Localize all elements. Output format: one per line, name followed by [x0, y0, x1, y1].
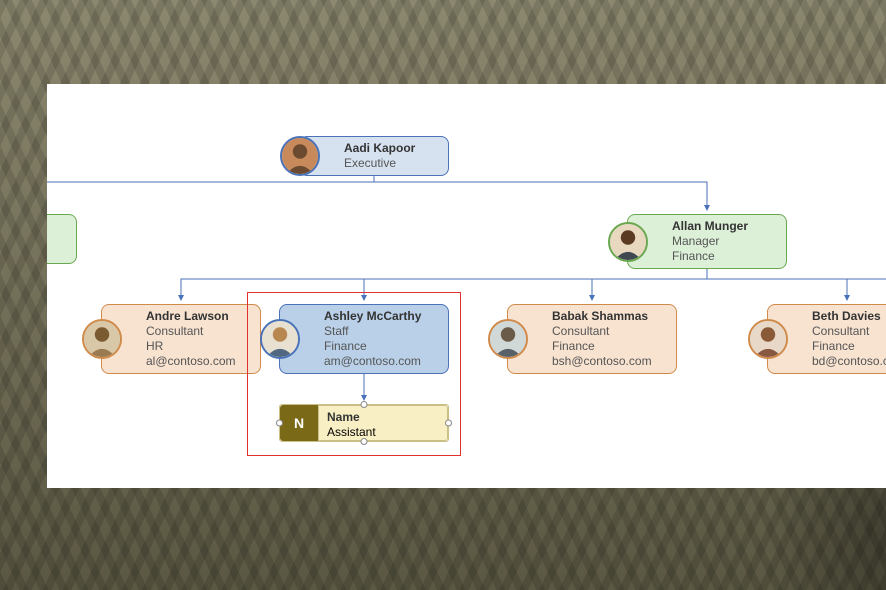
node-placeholder-new[interactable]: N Name Assistant: [279, 404, 449, 442]
node-role: Consultant: [552, 324, 668, 339]
avatar: [488, 319, 528, 359]
node-name: Allan Munger: [672, 219, 778, 234]
resize-handle[interactable]: [361, 438, 368, 445]
avatar: [280, 136, 320, 176]
placeholder-role: Assistant: [327, 425, 439, 440]
node-name: Andre Lawson: [146, 309, 252, 324]
node-email: bd@contoso.com: [812, 354, 886, 369]
avatar: [748, 319, 788, 359]
node-name: n: [47, 219, 68, 234]
resize-handle[interactable]: [361, 401, 368, 408]
node-role: Executive: [344, 156, 440, 171]
resize-handle[interactable]: [445, 420, 452, 427]
avatar: [608, 222, 648, 262]
node-dept: HR: [146, 339, 252, 354]
node-andre-lawson[interactable]: Andre Lawson Consultant HR al@contoso.co…: [101, 304, 261, 374]
connector-layer: [47, 84, 886, 488]
placeholder-name: Name: [327, 410, 439, 425]
node-dept: Finance: [552, 339, 668, 354]
node-name: Aadi Kapoor: [344, 141, 440, 156]
avatar: [82, 319, 122, 359]
node-email: bsh@contoso.com: [552, 354, 668, 369]
node-name: Beth Davies: [812, 309, 886, 324]
node-beth-davies[interactable]: Beth Davies Consultant Finance bd@contos…: [767, 304, 886, 374]
node-partial-left[interactable]: n: [47, 214, 77, 264]
node-allan-munger[interactable]: Allan Munger Manager Finance: [627, 214, 787, 269]
node-email: al@contoso.com: [146, 354, 252, 369]
node-role: Consultant: [146, 324, 252, 339]
node-dept: Finance: [672, 249, 778, 264]
node-babak-shammas[interactable]: Babak Shammas Consultant Finance bsh@con…: [507, 304, 677, 374]
resize-handle[interactable]: [276, 420, 283, 427]
placeholder-badge: N: [280, 405, 318, 441]
node-aadi-kapoor[interactable]: Aadi Kapoor Executive: [299, 136, 449, 176]
node-role: Manager: [672, 234, 778, 249]
node-role: Consultant: [812, 324, 886, 339]
node-name: Babak Shammas: [552, 309, 668, 324]
placeholder-body: Name Assistant: [318, 405, 448, 441]
node-dept: Finance: [812, 339, 886, 354]
org-chart-canvas[interactable]: Aadi Kapoor Executive n Allan Munger Man…: [47, 84, 886, 488]
